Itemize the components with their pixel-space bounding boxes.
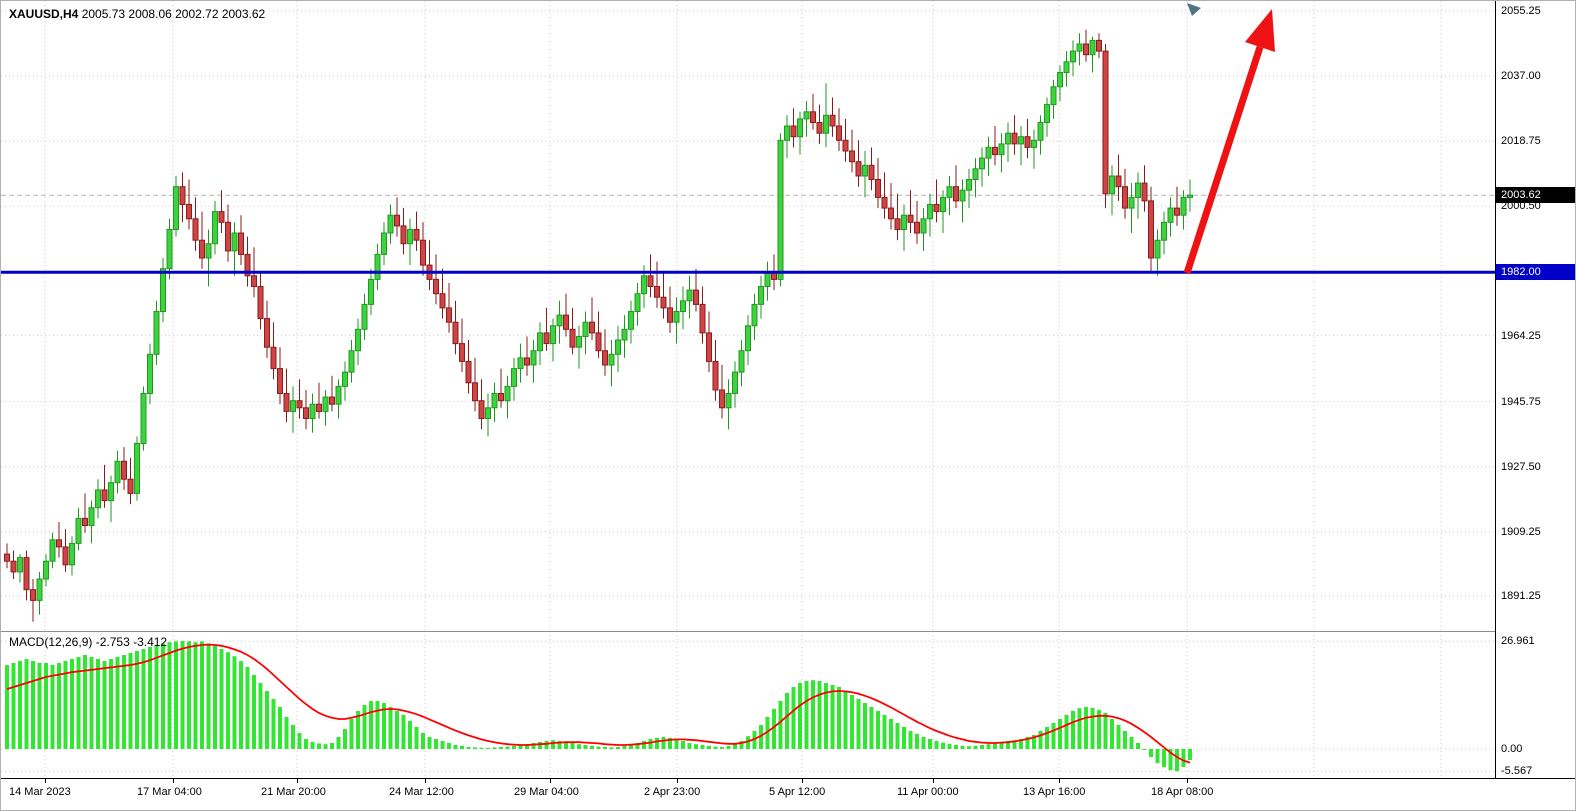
- ohlc-values-label: 2005.73 2008.06 2002.72 2003.62: [81, 7, 266, 21]
- price-tick-label: 1964.25: [1501, 329, 1541, 342]
- time-tick-label: 24 Mar 12:00: [389, 786, 454, 798]
- time-tick-label: 17 Mar 04:00: [137, 786, 202, 798]
- price-tick-label: 2000.50: [1501, 200, 1541, 213]
- time-tick-mark: [550, 779, 551, 783]
- price-tick-label: 1909.25: [1501, 525, 1541, 538]
- macd-values-label: -2.753 -3.412: [95, 635, 168, 649]
- time-tick-label: 11 Apr 00:00: [897, 786, 959, 798]
- time-axis[interactable]: 14 Mar 2023 17 Mar 04:00 21 Mar 20:00 24 Ma…: [1, 778, 1575, 810]
- time-tick-mark: [425, 779, 426, 783]
- time-tick-mark: [802, 779, 803, 783]
- symbol-timeframe-label: XAUUSD,H4: [9, 7, 79, 21]
- time-tick-label: 2 Apr 23:00: [644, 786, 701, 798]
- macd-tick-label: 26.961: [1501, 635, 1535, 648]
- price-tick-label: 1891.25: [1501, 590, 1541, 602]
- hline-price-badge: 1982.00: [1496, 264, 1575, 281]
- price-tick-label: 2018.75: [1501, 135, 1541, 148]
- time-tick-mark: [297, 779, 298, 783]
- time-tick-mark: [45, 779, 46, 783]
- pane-divider[interactable]: [1, 631, 1575, 632]
- price-tick-label: 1927.50: [1501, 460, 1541, 473]
- price-axis[interactable]: 2003.62 1982.00 2055.25 2037.00 2018.75 200…: [1495, 1, 1575, 778]
- time-tick-label: 5 Apr 12:00: [769, 786, 826, 798]
- time-tick-mark: [1187, 779, 1188, 783]
- price-tick-label: 2037.00: [1501, 70, 1541, 83]
- time-tick-label: 21 Mar 20:00: [261, 786, 326, 798]
- time-tick-mark: [1059, 779, 1060, 783]
- time-tick-label: 29 Mar 04:00: [514, 786, 579, 798]
- price-chart-svg: [1, 1, 1495, 630]
- macd-indicator-label: MACD(12,26,9): [9, 635, 93, 649]
- chart-header: XAUUSD,H4 2005.73 2008.06 2002.72 2003.6…: [9, 7, 265, 21]
- time-tick-label: 18 Apr 08:00: [1151, 786, 1214, 798]
- pointer-marker: [1187, 3, 1201, 16]
- macd-chart-svg: [1, 631, 1495, 777]
- price-tick-label: 2055.25: [1501, 5, 1541, 17]
- time-tick-mark: [173, 779, 174, 783]
- macd-pane[interactable]: MACD(12,26,9) -2.753 -3.412: [1, 631, 1495, 778]
- macd-tick-label: 0.00: [1501, 743, 1523, 755]
- macd-header: MACD(12,26,9) -2.753 -3.412: [9, 635, 167, 649]
- time-tick-mark: [677, 779, 678, 783]
- time-tick-label: 14 Mar 2023: [9, 786, 71, 798]
- time-tick-label: 13 Apr 16:00: [1023, 786, 1086, 798]
- last-price-badge: 2003.62: [1496, 187, 1575, 204]
- macd-tick-label: -5.567: [1501, 765, 1533, 778]
- price-tick-label: 1945.75: [1501, 395, 1541, 408]
- price-pane[interactable]: XAUUSD,H4 2005.73 2008.06 2002.72 2003.6…: [1, 1, 1495, 631]
- time-tick-mark: [933, 779, 934, 783]
